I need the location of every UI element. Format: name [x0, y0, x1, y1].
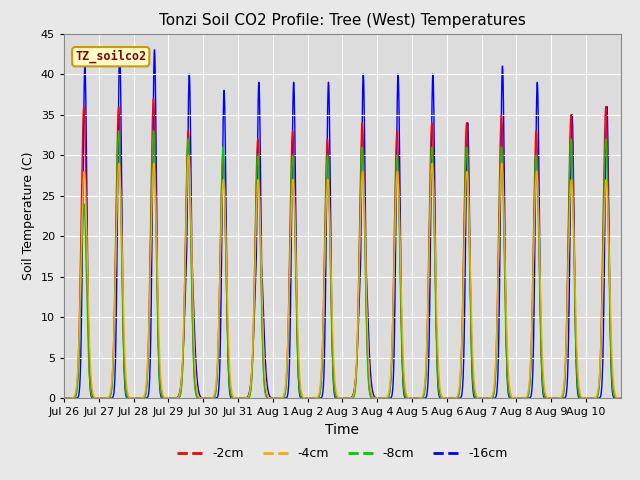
X-axis label: Time: Time	[325, 423, 360, 437]
Y-axis label: Soil Temperature (C): Soil Temperature (C)	[22, 152, 35, 280]
Legend: -2cm, -4cm, -8cm, -16cm: -2cm, -4cm, -8cm, -16cm	[172, 442, 513, 465]
Text: TZ_soilco2: TZ_soilco2	[75, 50, 147, 63]
Title: Tonzi Soil CO2 Profile: Tree (West) Temperatures: Tonzi Soil CO2 Profile: Tree (West) Temp…	[159, 13, 526, 28]
